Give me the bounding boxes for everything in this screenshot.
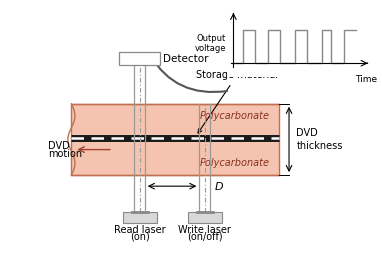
Text: DVD: DVD <box>48 140 70 150</box>
Text: Polycarbonate: Polycarbonate <box>199 158 269 168</box>
Text: Write laser: Write laser <box>178 225 231 235</box>
Text: Storage material: Storage material <box>196 70 278 133</box>
Text: motion: motion <box>48 149 82 159</box>
Text: (on/off): (on/off) <box>187 231 222 241</box>
Bar <box>119 52 160 65</box>
Text: Read laser: Read laser <box>114 225 165 235</box>
Text: Output
voltage: Output voltage <box>194 34 226 53</box>
Bar <box>188 212 222 223</box>
Bar <box>123 212 157 223</box>
Text: Polycarbonate: Polycarbonate <box>199 111 269 121</box>
Text: DVD: DVD <box>296 128 318 138</box>
Bar <box>71 104 279 175</box>
Text: thickness: thickness <box>296 140 343 150</box>
Text: $D$: $D$ <box>214 180 223 192</box>
Text: (on): (on) <box>129 231 149 241</box>
Text: Time: Time <box>355 75 377 84</box>
Text: Detector: Detector <box>163 54 209 64</box>
